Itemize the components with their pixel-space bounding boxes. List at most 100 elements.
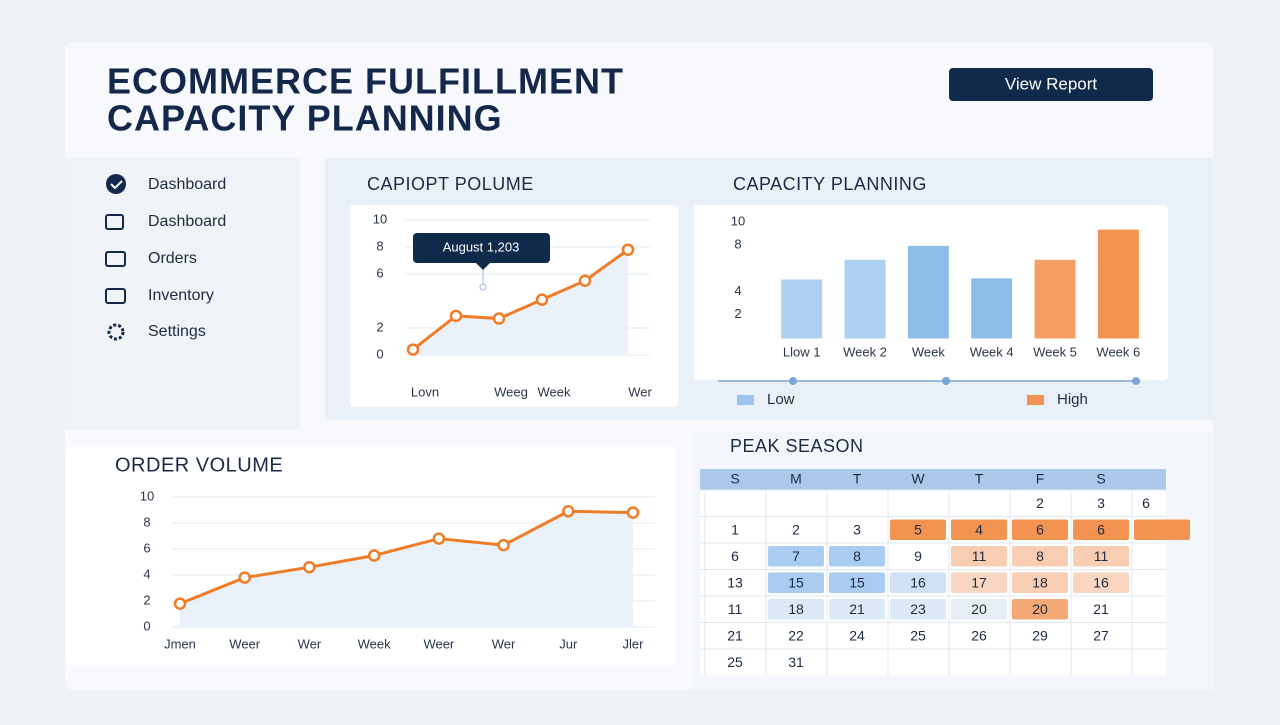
calendar-day: 16 (910, 574, 926, 590)
x-tick-label: Jmen (164, 636, 196, 651)
chart-title: CAPIOPT POLUME (367, 174, 534, 194)
calendar-highlight (829, 546, 885, 567)
area (413, 249, 628, 355)
x-tick-label: Weeg (494, 384, 528, 399)
calendar-highlight (951, 546, 1007, 567)
calendar-day: 11 (1094, 548, 1109, 564)
view-report-button[interactable] (949, 68, 1153, 101)
tooltip-dot (479, 283, 487, 291)
calendar-day: 24 (849, 627, 865, 643)
calendar-day: 6 (1036, 521, 1044, 537)
calendar-day: 18 (1032, 574, 1048, 590)
x-tick-label: Week 4 (970, 344, 1014, 359)
button-label[interactable]: View Report (1005, 74, 1098, 93)
weekday: T (853, 471, 862, 487)
nav-icon (110, 180, 123, 190)
y-tick-label: 8 (143, 514, 150, 529)
calendar-day: 8 (1036, 548, 1044, 564)
calendar-day: 23 (910, 601, 926, 617)
calendar-highlight (829, 572, 885, 593)
calendar-highlight (951, 572, 1007, 593)
point (367, 549, 381, 562)
calendar-day: 8 (853, 548, 861, 564)
point (303, 560, 316, 574)
calendar-day: 25 (727, 654, 743, 670)
nav-item[interactable]: Orders (148, 250, 197, 267)
calendar-header (700, 469, 1166, 490)
bar (844, 259, 886, 339)
calendar-highlight (1012, 599, 1068, 620)
calendar-highlight (1012, 572, 1068, 593)
weekday: F (1036, 471, 1045, 487)
nav-icon (105, 288, 126, 304)
legend-label: High (1057, 391, 1088, 408)
bar (1097, 229, 1139, 339)
nav-icon (107, 323, 125, 341)
y-tick-label: 0 (376, 346, 383, 361)
bar (1034, 259, 1076, 339)
point (626, 506, 640, 519)
x-tick-label: Jur (559, 636, 578, 651)
y-tick-label: 2 (376, 319, 383, 334)
nav-icon (106, 174, 126, 194)
sidebar (65, 158, 300, 430)
point (173, 597, 187, 610)
bar (907, 245, 949, 339)
calendar-day: 1 (731, 521, 739, 537)
bar (781, 279, 823, 339)
x-tick-label: Lovn (411, 384, 439, 399)
y-tick-label: 6 (143, 540, 150, 555)
point (535, 293, 549, 306)
legend-label: Low (767, 391, 795, 408)
title: CAPACITY PLANNING (107, 98, 503, 139)
calendar-highlight (768, 599, 824, 620)
calendar-day: 2 (1036, 495, 1044, 511)
chart-title: ORDER VOLUME (115, 454, 283, 476)
y-tick-label: 0 (143, 618, 150, 633)
calendar-highlight (951, 599, 1007, 620)
bar (971, 278, 1013, 339)
title: ECOMMERCE FULFILLMENT (107, 61, 624, 102)
calendar-day: 27 (1093, 627, 1109, 643)
point (432, 532, 446, 545)
weekday: S (730, 471, 739, 487)
calendar-day: 4 (975, 521, 983, 537)
y-tick-label: 10 (373, 211, 387, 226)
x-tick-label: Week (358, 636, 391, 651)
legend-swatch (737, 395, 754, 405)
x-tick-label: Jler (623, 636, 645, 651)
calendar-day: 13 (727, 574, 743, 590)
calendar-highlight (1073, 546, 1129, 567)
calendar-highlight (1012, 519, 1068, 540)
line (412, 248, 629, 351)
slider-knob (1132, 377, 1140, 385)
calendar-day: 16 (1093, 574, 1109, 590)
weekday: W (911, 471, 925, 487)
nav-item[interactable]: Inventory (148, 287, 214, 304)
line (179, 509, 634, 605)
y-tick-label: 4 (143, 566, 150, 581)
calendar-day: 3 (1097, 495, 1105, 511)
x-tick-label: Week 6 (1096, 344, 1140, 359)
calendar-highlight (768, 572, 824, 593)
legend-swatch (1027, 395, 1044, 405)
calendar-day: 2 (792, 521, 800, 537)
tooltip-text: August 1,203 (443, 239, 520, 254)
point (621, 243, 635, 256)
point (497, 538, 510, 552)
calendar-day: 11 (728, 601, 743, 617)
calendar-day: 18 (788, 601, 804, 617)
x-tick-label: Week (912, 344, 945, 359)
calendar-day: 21 (849, 601, 865, 617)
calendar-title: PEAK SEASON (730, 436, 864, 456)
calendar-day: 11 (972, 548, 987, 564)
chart-title: CAPACITY PLANNING (733, 174, 927, 194)
nav-item[interactable]: Settings (148, 323, 206, 340)
nav-item[interactable]: Dashboard (148, 213, 226, 230)
calendar-day: 25 (910, 627, 926, 643)
calendar-day: 21 (727, 627, 743, 643)
nav-item[interactable]: Dashboard (148, 176, 226, 193)
point (238, 571, 251, 584)
nav-icon (105, 214, 124, 230)
